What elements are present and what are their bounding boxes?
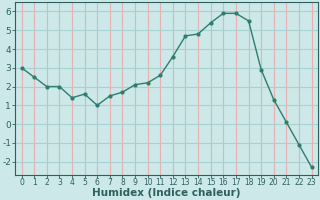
X-axis label: Humidex (Indice chaleur): Humidex (Indice chaleur) <box>92 188 241 198</box>
